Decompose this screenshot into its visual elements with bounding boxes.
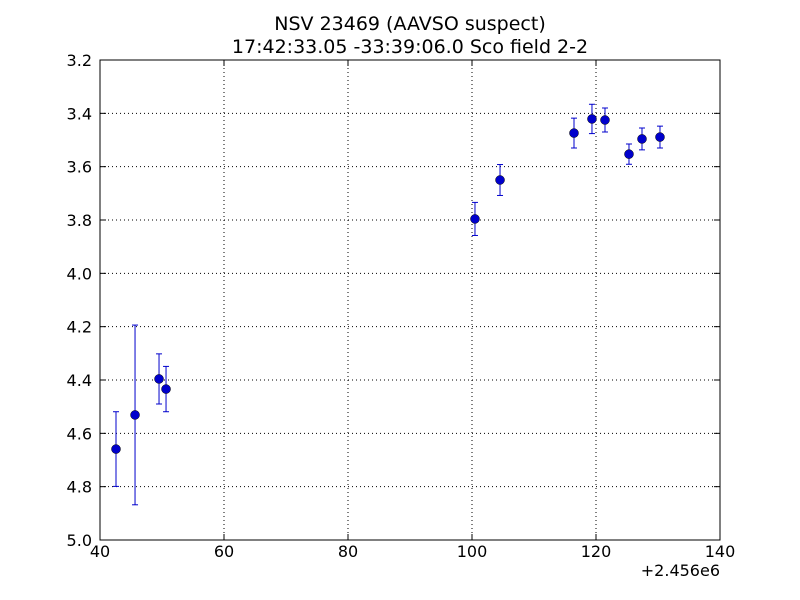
y-tick-label: 4.4	[67, 371, 92, 390]
y-tick-label: 4.8	[67, 478, 92, 497]
x-tick-label: 60	[214, 542, 234, 561]
point	[495, 175, 505, 185]
y-tick-label: 4.0	[67, 264, 92, 283]
y-tick-label: 3.2	[67, 51, 92, 70]
y-tick-label: 5.0	[67, 531, 92, 550]
y-tick-label: 3.8	[67, 211, 92, 230]
point	[111, 444, 121, 454]
chart-title: NSV 23469 (AAVSO suspect)	[274, 13, 545, 35]
y-tick-label: 4.2	[67, 318, 92, 337]
point	[161, 384, 171, 394]
x-offset-label: +2.456e6	[641, 561, 720, 580]
x-tick-label: 100	[457, 542, 488, 561]
y-tick-label: 4.6	[67, 424, 92, 443]
plot-frame	[99, 59, 721, 541]
x-tick-label: 40	[90, 542, 110, 561]
y-tick-label: 3.4	[67, 104, 92, 123]
x-tick-label: 80	[338, 542, 358, 561]
point	[154, 374, 164, 384]
point	[637, 134, 647, 144]
point	[587, 114, 597, 124]
point	[624, 149, 634, 159]
chart-subtitle: 17:42:33.05 -33:39:06.0 Sco field 2-2	[232, 36, 588, 58]
y-tick-label: 3.6	[67, 158, 92, 177]
point	[655, 132, 665, 142]
point	[130, 410, 140, 420]
x-tick-label: 140	[705, 542, 736, 561]
point	[470, 214, 480, 224]
x-tick-label: 120	[581, 542, 612, 561]
point	[569, 128, 579, 138]
point	[600, 115, 610, 125]
